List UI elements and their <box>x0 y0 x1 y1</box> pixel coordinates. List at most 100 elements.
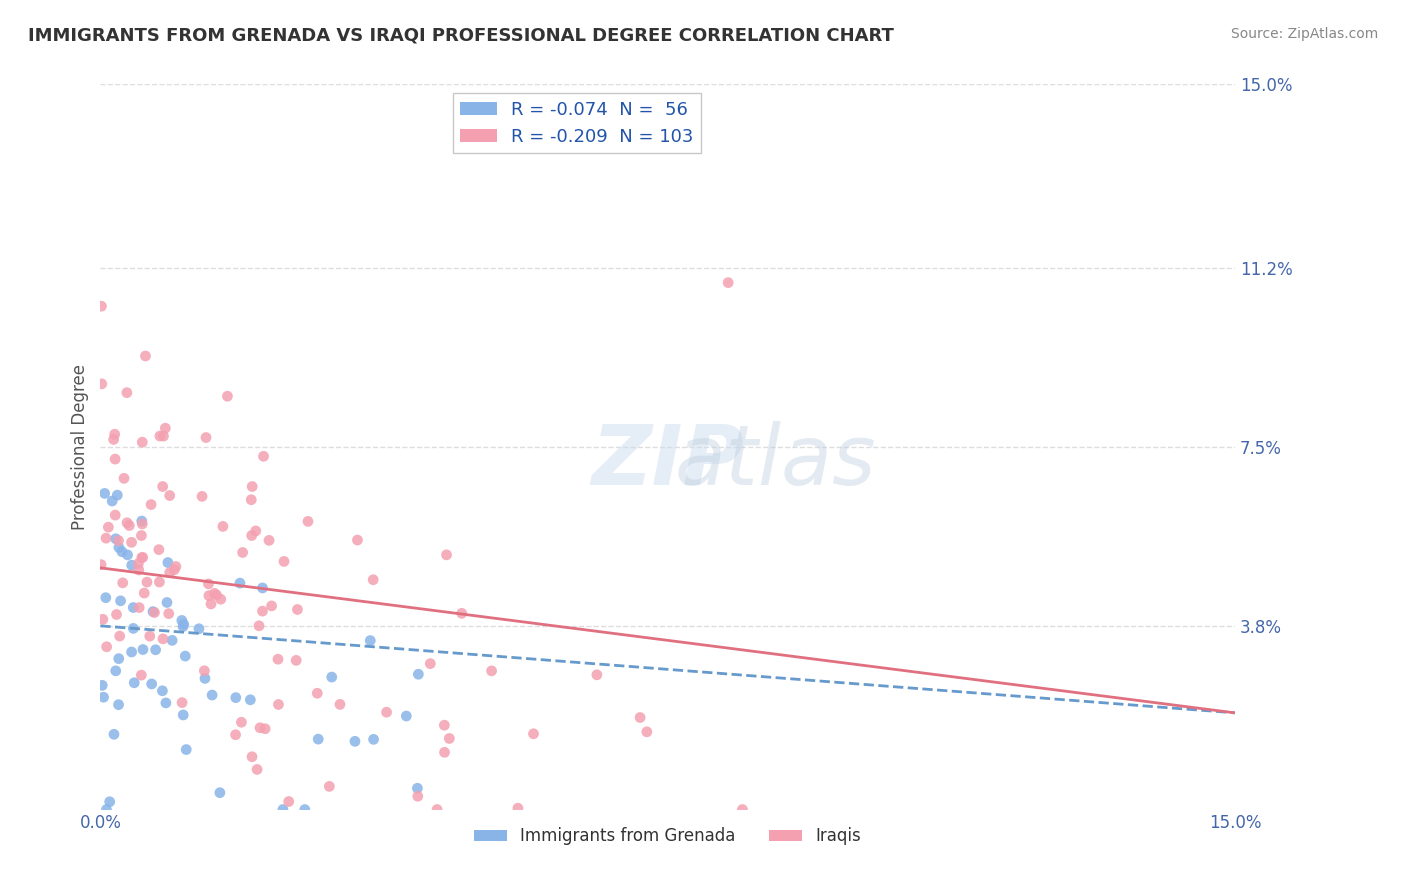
Point <box>107 698 129 712</box>
Text: atlas: atlas <box>675 421 876 502</box>
Point <box>170 614 193 628</box>
Point <box>90 558 112 572</box>
Point <box>208 786 231 800</box>
Point <box>94 531 117 545</box>
Point <box>131 550 153 565</box>
Point <box>108 541 131 555</box>
Point <box>198 589 221 603</box>
Point <box>307 732 329 747</box>
Point <box>433 745 456 759</box>
Point <box>731 803 754 817</box>
Point <box>406 781 429 796</box>
Point <box>107 651 129 665</box>
Point <box>200 597 222 611</box>
Point <box>105 607 128 622</box>
Point <box>139 629 162 643</box>
Point <box>156 556 179 570</box>
Point <box>121 535 143 549</box>
Point <box>363 732 385 747</box>
Point <box>297 515 319 529</box>
Point <box>122 621 145 635</box>
Point <box>277 795 299 809</box>
Point <box>329 698 352 712</box>
Point <box>111 545 134 559</box>
Point <box>439 731 461 746</box>
Point <box>97 520 120 534</box>
Point <box>115 516 138 530</box>
Point <box>91 612 114 626</box>
Point <box>110 594 132 608</box>
Point <box>252 581 274 595</box>
Point <box>260 599 283 613</box>
Point <box>247 619 270 633</box>
Point <box>134 586 156 600</box>
Point <box>209 592 232 607</box>
Point <box>239 693 262 707</box>
Point <box>90 299 112 313</box>
Point <box>285 653 308 667</box>
Point <box>131 516 153 531</box>
Point <box>121 645 143 659</box>
Point <box>155 421 177 435</box>
Point <box>174 649 197 664</box>
Point <box>254 722 277 736</box>
Point <box>205 588 228 602</box>
Point <box>522 727 544 741</box>
Point <box>122 600 145 615</box>
Point <box>240 749 263 764</box>
Point <box>165 559 187 574</box>
Point <box>172 708 194 723</box>
Point <box>159 489 181 503</box>
Legend: R = -0.074  N =  56, R = -0.209  N = 103: R = -0.074 N = 56, R = -0.209 N = 103 <box>453 94 700 153</box>
Point <box>419 657 441 671</box>
Point <box>395 709 418 723</box>
Point <box>142 605 165 619</box>
Point <box>240 479 263 493</box>
Point <box>188 622 211 636</box>
Point <box>217 389 239 403</box>
Point <box>132 642 155 657</box>
Point <box>131 528 153 542</box>
Point <box>174 742 197 756</box>
Point <box>160 633 183 648</box>
Point <box>197 577 219 591</box>
Point <box>152 429 174 443</box>
Point <box>128 600 150 615</box>
Point <box>361 573 384 587</box>
Point <box>122 675 145 690</box>
Point <box>96 640 118 654</box>
Point <box>136 575 159 590</box>
Point <box>173 617 195 632</box>
Point <box>155 696 177 710</box>
Point <box>98 795 121 809</box>
Point <box>193 664 215 678</box>
Point <box>481 664 503 678</box>
Point <box>131 514 153 528</box>
Point <box>257 533 280 548</box>
Point <box>156 595 179 609</box>
Point <box>375 705 398 719</box>
Text: IMMIGRANTS FROM GRENADA VS IRAQI PROFESSIONAL DEGREE CORRELATION CHART: IMMIGRANTS FROM GRENADA VS IRAQI PROFESS… <box>28 27 894 45</box>
Point <box>117 548 139 562</box>
Point <box>134 349 156 363</box>
Point <box>159 566 181 580</box>
Point <box>152 479 174 493</box>
Point <box>131 550 153 565</box>
Point <box>101 494 124 508</box>
Point <box>111 575 134 590</box>
Point <box>90 376 112 391</box>
Point <box>212 519 235 533</box>
Point <box>107 533 129 548</box>
Point <box>118 518 141 533</box>
Point <box>271 803 294 817</box>
Point <box>246 763 269 777</box>
Point <box>225 690 247 705</box>
Point <box>343 734 366 748</box>
Point <box>245 524 267 538</box>
Point <box>717 276 740 290</box>
Point <box>231 715 253 730</box>
Point <box>139 498 162 512</box>
Point <box>172 619 194 633</box>
Point <box>172 696 194 710</box>
Point <box>104 427 127 442</box>
